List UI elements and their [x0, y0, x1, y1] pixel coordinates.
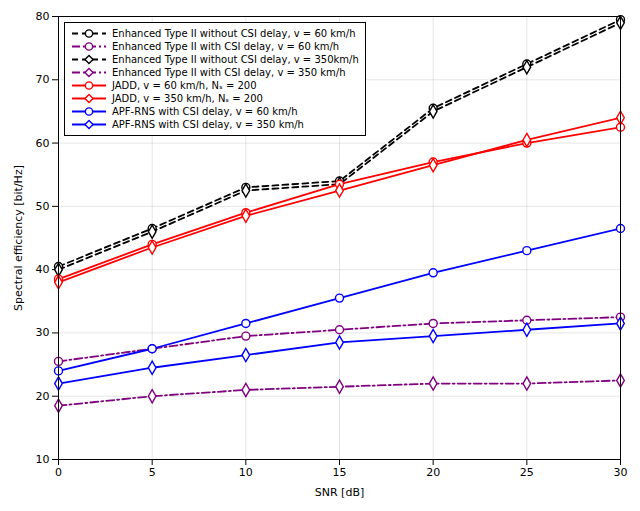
html-text:Enhanced Type II with CSI dela: Enhanced Type II with CSI delay, v = 350…: [112, 67, 346, 78]
svg-text:30: 30: [614, 466, 628, 479]
svg-text:50: 50: [36, 200, 50, 213]
html-text:JADD, v = 350 km/h, Nₛ = 200: JADD, v = 350 km/h, Nₛ = 200: [112, 93, 263, 104]
html-text:Enhanced Type II with CSI dela: Enhanced Type II with CSI delay, v = 60 …: [112, 41, 340, 52]
svg-text:80: 80: [36, 10, 50, 23]
svg-text:15: 15: [333, 466, 347, 479]
svg-text:SNR [dB]: SNR [dB]: [315, 486, 364, 499]
svg-text:10: 10: [239, 466, 253, 479]
svg-text:60: 60: [36, 137, 50, 150]
html-text:APF-RNS with CSI delay, v = 35: APF-RNS with CSI delay, v = 350 km/h: [112, 119, 304, 130]
svg-text:20: 20: [36, 390, 50, 403]
svg-text:40: 40: [36, 263, 50, 276]
svg-text:25: 25: [520, 466, 534, 479]
svg-text:20: 20: [426, 466, 440, 479]
html-text:JADD, v = 60 km/h, Nₛ = 200: JADD, v = 60 km/h, Nₛ = 200: [112, 80, 257, 91]
svg-text:Spectral efficiency [bit/Hz]: Spectral efficiency [bit/Hz]: [12, 165, 25, 311]
svg-text:30: 30: [36, 326, 50, 339]
svg-text:70: 70: [36, 73, 50, 86]
svg-text:0: 0: [55, 466, 62, 479]
svg-text:5: 5: [149, 466, 156, 479]
svg-text:10: 10: [36, 453, 50, 466]
html-text:APF-RNS with CSI delay, v = 60: APF-RNS with CSI delay, v = 60 km/h: [112, 106, 298, 117]
html-text:Enhanced Type II without CSI d: Enhanced Type II without CSI delay, v = …: [112, 54, 359, 65]
html-text:Enhanced Type II without CSI d: Enhanced Type II without CSI delay, v = …: [112, 28, 356, 39]
